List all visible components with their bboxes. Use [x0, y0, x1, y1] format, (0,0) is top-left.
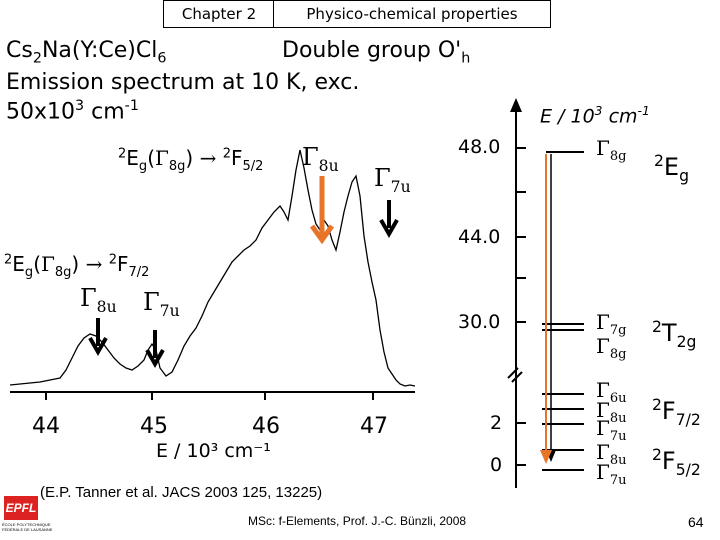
peak-label-7u-f52: Γ7u: [374, 164, 411, 196]
transition-label-f52: 2Eg(Γ8g) → 2F5/2: [118, 146, 264, 174]
emission-spectrum-trace: [9, 149, 416, 387]
section-tab: Physico-chemical properties: [273, 0, 551, 28]
energy-tick-label-48: 48.0: [458, 136, 501, 158]
x-tick-label-45: 45: [140, 414, 168, 439]
transition-label-f72: 2Eg(Γ8g) → 2F7/2: [4, 252, 150, 280]
x-axis-label: E / 10³ cm⁻¹: [156, 440, 271, 462]
level-label-f52-7u: Γ7u: [596, 460, 627, 488]
energy-tick-label-44: 44.0: [458, 226, 501, 248]
spectrum-description: Emission spectrum at 10 K, exc.: [6, 70, 360, 95]
double-group-label: Double group O'h: [282, 38, 471, 67]
credit-line: MSc: f-Elements, Prof. J.-C. Bünzli, 200…: [248, 514, 467, 528]
axis-break-mark: [507, 367, 519, 379]
excitation-energy: 50x103 cm-1: [6, 98, 139, 125]
peak-arrow-8u-f52: [309, 176, 335, 245]
level-label-f72-8u: Γ8u: [596, 398, 627, 426]
epfl-logo: EPFL ÉCOLE POLYTECHNIQUE FÉDÉRALE DE LAU…: [2, 494, 52, 538]
chapter-tab: Chapter 2: [163, 0, 275, 28]
term-label-f72: 2F7/2: [652, 396, 701, 429]
energy-tick-label-2: 2: [490, 412, 503, 434]
term-label-f52: 2F5/2: [652, 446, 701, 479]
level-label-f72-6u: Γ6u: [596, 378, 627, 406]
reference-citation: (E.P. Tanner et al. JACS 2003 125, 13225…: [40, 484, 323, 501]
epfl-logo-text-2: FÉDÉRALE DE LAUSANNE: [2, 527, 53, 532]
x-tick-label-46: 46: [252, 414, 280, 439]
page-number: 64: [688, 514, 704, 530]
transition-arrow-orange-head: [540, 450, 552, 464]
level-label-eg-8g: Γ8g: [596, 136, 627, 164]
level-label-t2g-7g: Γ7g: [596, 310, 627, 338]
epfl-logo-mark: EPFL: [4, 496, 38, 520]
level-label-f52-8u: Γ8u: [596, 440, 627, 468]
compound-title: Cs2Na(Y:Ce)Cl6: [6, 38, 167, 67]
level-label-f72-7u: Γ7u: [596, 416, 627, 444]
peak-label-7u-f72: Γ7u: [143, 288, 180, 320]
chapter-tab-label: Chapter 2: [181, 5, 257, 23]
peak-label-8u-f52: Γ8u: [302, 143, 339, 175]
peak-arrow-8u-f72: [88, 318, 108, 357]
level-label-t2g-8g: Γ8g: [596, 334, 627, 362]
energy-axis-label: E / 103 cm-1: [540, 104, 650, 128]
peak-label-8u-f72: Γ8u: [80, 284, 117, 316]
energy-tick-label-30: 30.0: [458, 311, 501, 333]
term-label-eg: 2Eg: [654, 152, 689, 185]
peak-arrow-7u-f52: [379, 200, 399, 239]
term-label-t2g: 2T2g: [652, 318, 697, 351]
x-tick-label-44: 44: [32, 414, 60, 439]
x-tick-label-47: 47: [360, 414, 388, 439]
energy-axis-arrowhead: [510, 98, 522, 112]
section-tab-label: Physico-chemical properties: [306, 5, 518, 23]
axis-break-mark-2: [511, 371, 523, 383]
energy-tick-label-0: 0: [490, 454, 503, 476]
epfl-logo-text-1: ÉCOLE POLYTECHNIQUE: [2, 522, 51, 527]
peak-arrow-7u-f72: [145, 330, 165, 369]
